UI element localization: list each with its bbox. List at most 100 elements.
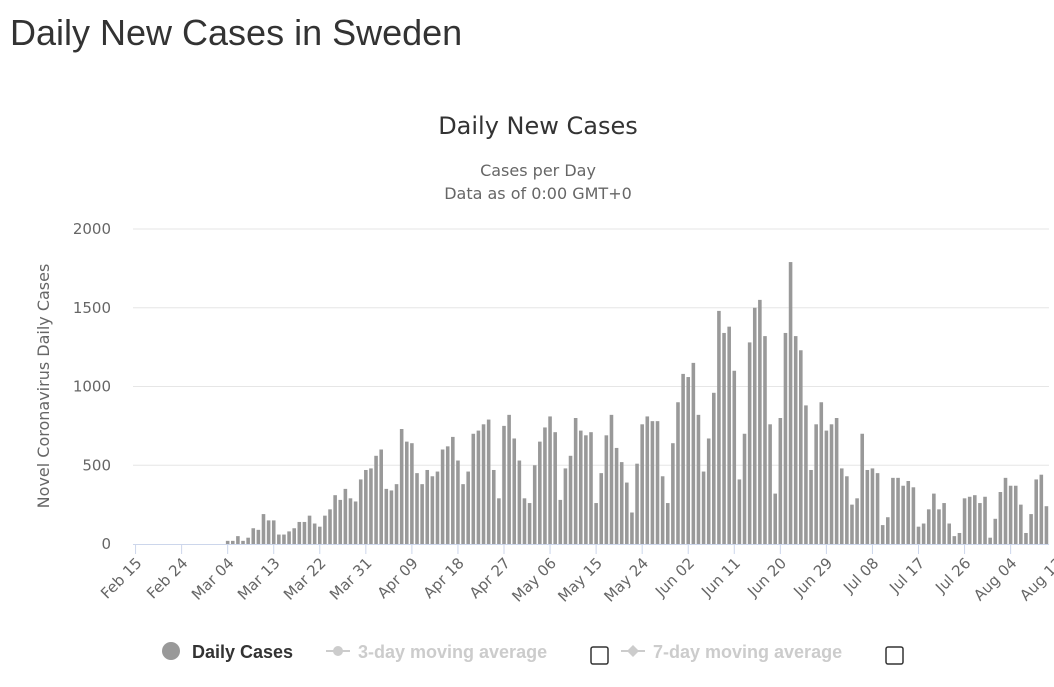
x-tick-label: Feb 15 [97, 554, 145, 602]
bar [906, 481, 911, 544]
bar [261, 514, 266, 544]
bar [712, 392, 716, 544]
x-tick-label: Mar 04 [188, 554, 238, 604]
bar [430, 476, 435, 544]
bar [404, 441, 409, 545]
grid-lines [133, 228, 1049, 466]
chart-title: Daily New Cases [438, 112, 638, 140]
bar [584, 435, 588, 544]
bar [978, 503, 982, 544]
x-tick-label: May 15 [554, 554, 606, 606]
bar [1029, 514, 1033, 544]
bar [384, 488, 389, 545]
bar [225, 540, 230, 544]
bar [323, 515, 327, 544]
page-title: Daily New Cases in Sweden [10, 12, 463, 53]
x-tick-label: Mar 13 [234, 554, 284, 604]
bar [988, 537, 992, 544]
bar [865, 469, 870, 544]
bar [635, 463, 639, 544]
bar [445, 446, 450, 544]
bar [256, 529, 261, 544]
bar [722, 332, 726, 544]
bar [231, 540, 235, 544]
bar [880, 525, 885, 544]
bar [589, 432, 593, 544]
x-tick-label: Aug 13 [1016, 554, 1054, 604]
bar [778, 418, 783, 544]
bar [573, 418, 578, 544]
bar [967, 496, 972, 544]
bar [461, 484, 465, 544]
bar [333, 495, 337, 544]
bar [338, 499, 343, 544]
bar [701, 471, 706, 544]
bar [486, 419, 491, 544]
bar [752, 307, 757, 544]
x-tick-label: Apr 09 [374, 554, 422, 602]
bar [435, 471, 440, 544]
bar [599, 473, 604, 545]
x-tick-label: Jun 02 [651, 554, 698, 601]
legend-checkbox-3-day[interactable] [590, 646, 609, 665]
bar [410, 443, 414, 544]
bar [415, 473, 419, 545]
bar [706, 438, 711, 544]
x-tick-label: Aug 04 [970, 554, 1020, 604]
bar [527, 503, 532, 544]
bar [824, 430, 829, 544]
bar [886, 517, 890, 544]
bar [507, 414, 511, 544]
bar [819, 402, 824, 544]
bar [1013, 485, 1018, 544]
legend-checkbox-7-day[interactable] [885, 646, 904, 665]
bar [394, 484, 399, 544]
x-tick-label: Jun 29 [789, 554, 836, 601]
bar [287, 531, 291, 544]
legend-item-daily-cases[interactable]: Daily Cases [162, 642, 293, 662]
bar [727, 326, 731, 544]
bar [676, 402, 680, 544]
bar [793, 336, 798, 544]
y-tick-label: 1500 [73, 299, 111, 317]
bar [809, 469, 813, 544]
bar [717, 310, 721, 544]
bar-series [225, 262, 1049, 545]
bar [763, 336, 767, 544]
x-tick-label: Jul 26 [931, 554, 974, 597]
bar [804, 405, 808, 544]
legend-label-3-day-average: 3-day moving average [358, 642, 547, 662]
legend-item-3-day-average[interactable]: 3-day moving average [326, 642, 609, 665]
bar [942, 503, 946, 544]
bar [440, 449, 445, 544]
bar [512, 438, 517, 544]
bar [578, 430, 583, 544]
bar [855, 498, 859, 544]
bar [343, 488, 348, 545]
bar [543, 427, 547, 544]
x-tick-label: Jun 20 [743, 554, 790, 601]
x-tick-label: Mar 22 [280, 554, 330, 604]
bar [839, 468, 844, 544]
bar [998, 492, 1003, 544]
bar [650, 421, 655, 544]
legend-item-7-day-average[interactable]: 7-day moving average [621, 642, 904, 665]
bar [758, 299, 762, 545]
bar [277, 534, 281, 544]
bar [241, 540, 245, 544]
bar [799, 350, 803, 544]
bar [348, 498, 353, 544]
bar [251, 528, 256, 544]
bar [517, 460, 522, 544]
bar [282, 534, 286, 544]
bar [399, 429, 404, 544]
bar [691, 362, 696, 545]
bar [916, 526, 921, 544]
chart-subtitle-line-2: Data as of 0:00 GMT+0 [444, 184, 632, 203]
y-tick-label: 2000 [73, 220, 111, 238]
bar [696, 414, 701, 544]
bar [476, 430, 481, 544]
bar [292, 528, 296, 544]
